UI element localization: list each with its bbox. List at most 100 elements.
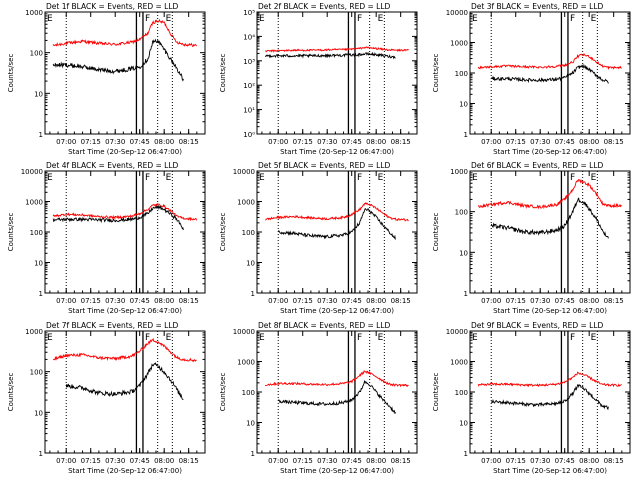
x-tick-label: 07:15 [506,297,526,305]
y-tick-label: 10⁴ [243,33,255,41]
y-tick-label: 10000 [446,328,468,336]
chart-panel-det-3f: Det 3f BLACK = Events, RED = LLD 1 10 100 10… [432,2,631,156]
chart-title: Det 4f BLACK = Events, RED = LLD [46,161,179,170]
y-tick-label: 1 [464,131,468,139]
x-tick-label: 07:30 [105,297,125,305]
x-tick-label: 07:00 [481,297,501,305]
chart-title: Det 5f BLACK = Events, RED = LLD [258,161,391,170]
flag-label-e-left: E [472,14,478,24]
x-axis-label: Start Time (20-Sep-12 06:47:00) [68,307,182,315]
events-series-line [491,63,609,84]
y-axis-label: Counts/sec [7,373,15,412]
x-tick-label: 07:15 [293,138,313,146]
y-tick-label: 1000 [450,40,468,48]
events-series-line [277,380,396,414]
flag-label-e: E [378,14,384,24]
x-tick-label: 07:45 [130,457,150,465]
x-tick-label: 08:00 [579,457,599,465]
y-tick-label: 100 [455,70,468,78]
y-axis-label: Counts/sec [219,373,227,412]
x-tick-label: 07:30 [530,457,550,465]
x-tick-label: 07:30 [317,457,337,465]
y-tick-label: 10⁰ [243,131,255,139]
x-tick-label: 07:45 [130,138,150,146]
chart-panel-det-1f: Det 1f BLACK = Events, RED = LLD 1 10 100 10… [7,2,206,156]
y-tick-label: 10000 [446,9,468,17]
chart-panel-det-8f: Det 8f BLACK = Events, RED = LLD 1 10 100 10… [219,321,418,475]
y-tick-label: 10³ [243,58,255,66]
y-tick-label: 100 [242,229,255,237]
chart-panel-det-4f: Det 4f BLACK = Events, RED = LLD 1 10 100 10… [7,161,206,315]
x-tick-label: 08:15 [179,297,199,305]
plot-frame [469,330,631,454]
flag-label-e-left: E [259,14,265,24]
x-tick-label: 07:45 [555,297,575,305]
flag-label-f: F [570,333,575,343]
flag-label-e: E [378,333,384,343]
x-tick-label: 07:15 [81,138,101,146]
x-tick-label: 08:00 [366,297,386,305]
flag-label-e-left: E [472,173,478,183]
x-tick-label: 07:00 [268,297,288,305]
x-tick-label: 08:00 [154,138,174,146]
y-tick-label: 10000 [233,168,255,176]
y-tick-label: 10 [246,260,255,268]
x-axis-label: Start Time (20-Sep-12 06:47:00) [493,467,607,475]
x-tick-label: 08:00 [366,138,386,146]
lld-series-line [477,53,622,70]
chart-title: Det 7f BLACK = Events, RED = LLD [46,321,179,330]
y-tick-label: 1 [464,290,468,298]
x-tick-label: 08:00 [154,457,174,465]
x-axis-label: Start Time (20-Sep-12 06:47:00) [493,148,607,156]
x-tick-label: 08:15 [179,457,199,465]
x-tick-label: 07:30 [317,138,337,146]
chart-title: Det 2f BLACK = Events, RED = LLD [258,2,391,11]
x-tick-label: 07:30 [317,297,337,305]
y-tick-label: 1000 [25,9,43,17]
y-tick-label: 1 [39,450,43,458]
flag-label-e: E [378,173,384,183]
x-tick-label: 08:15 [391,457,411,465]
events-series-line [52,204,184,231]
lld-series-line [52,202,198,222]
x-tick-label: 07:45 [342,138,362,146]
lld-series-line [264,370,409,388]
y-tick-label: 1000 [450,168,468,176]
y-tick-label: 10 [34,90,43,98]
y-tick-label: 1000 [450,359,468,367]
x-tick-label: 08:15 [604,138,624,146]
y-tick-label: 1000 [25,328,43,336]
chart-panel-det-6f: Det 6f BLACK = Events, RED = LLD 1 10 100 10… [432,161,631,315]
x-axis-label: Start Time (20-Sep-12 06:47:00) [280,148,394,156]
flag-label-f: F [145,333,150,343]
y-tick-label: 10 [459,420,468,428]
y-tick-label: 1 [251,290,255,298]
chart-panel-det-7f: Det 7f BLACK = Events, RED = LLD 1 10 100 10… [7,321,206,475]
y-axis-label: Counts/sec [7,54,15,93]
flag-label-e: E [591,333,597,343]
x-tick-label: 07:00 [481,138,501,146]
y-tick-label: 1 [39,290,43,298]
flag-label-e: E [166,14,172,24]
flag-label-e: E [166,173,172,183]
plot-frame [44,170,206,294]
y-tick-label: 100 [30,369,43,377]
y-axis-label: Counts/sec [219,213,227,252]
x-tick-label: 07:00 [56,457,76,465]
y-tick-label: 1 [251,450,255,458]
x-tick-label: 07:30 [530,138,550,146]
y-axis-label: Counts/sec [7,213,15,252]
chart-panel-det-2f: Det 2f BLACK = Events, RED = LLD 10⁰ 10¹ 10… [219,2,418,156]
lld-series-line [52,18,197,48]
x-tick-label: 07:45 [555,457,575,465]
y-tick-label: 10000 [21,168,43,176]
x-axis-label: Start Time (20-Sep-12 06:47:00) [68,467,182,475]
x-tick-label: 07:45 [555,138,575,146]
x-axis-label: Start Time (20-Sep-12 06:47:00) [68,148,182,156]
flag-label-f: F [357,173,362,183]
chart-title: Det 9f BLACK = Events, RED = LLD [471,321,604,330]
y-axis-label: Counts/sec [432,54,440,93]
y-tick-label: 10000 [233,328,255,336]
y-tick-label: 100 [30,229,43,237]
flag-label-e-left: E [259,333,265,343]
